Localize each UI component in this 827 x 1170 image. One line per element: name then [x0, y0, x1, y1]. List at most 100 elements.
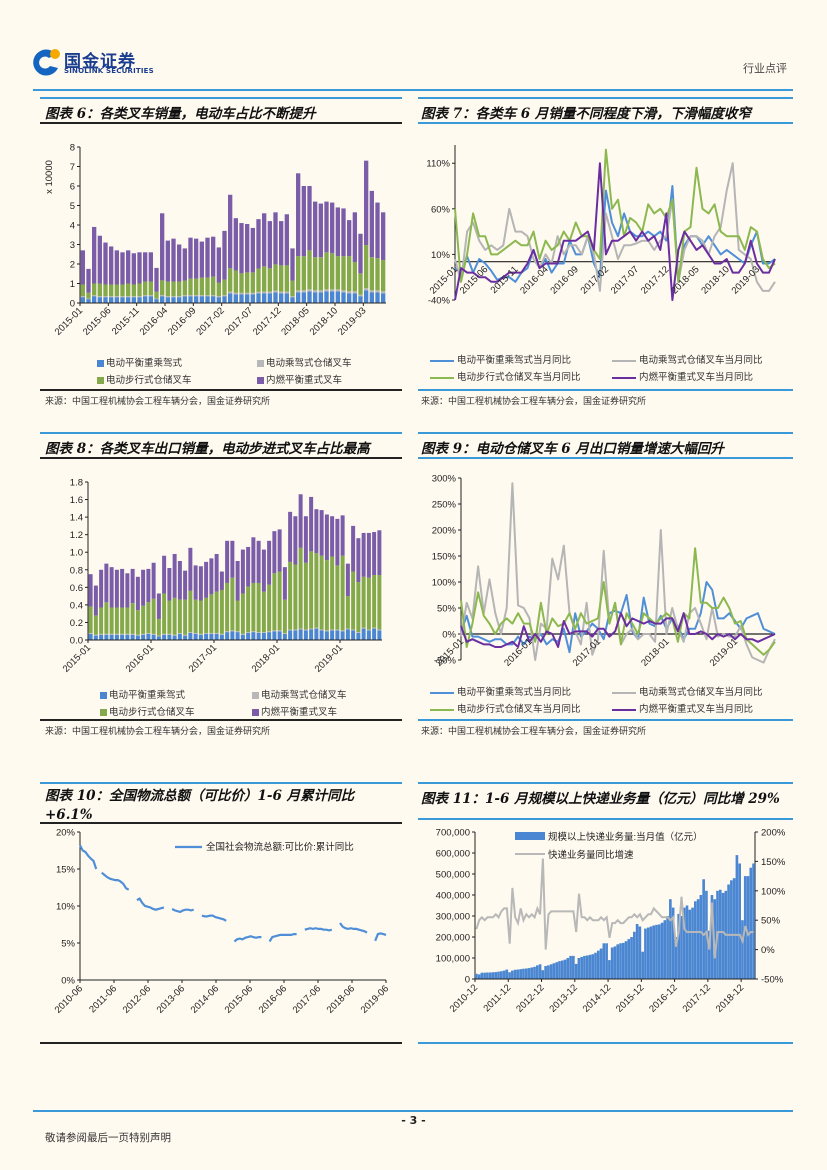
fig8-top-rule [40, 432, 402, 434]
legend-label: 电动步行式仓储叉车当月同比 [457, 704, 581, 715]
bar-segment [256, 219, 261, 269]
bar-segment [250, 294, 255, 303]
bar-segment [282, 633, 287, 640]
bar-segment [267, 584, 272, 632]
bar-segment [256, 540, 261, 583]
bar [677, 913, 681, 979]
bar-segment [345, 628, 350, 630]
bar [547, 965, 550, 979]
bar-segment [92, 226, 97, 284]
bar-segment [198, 634, 203, 640]
bar [480, 972, 484, 979]
bar-segment [282, 567, 287, 600]
x-tick-label: 2017-12 [639, 264, 671, 296]
bar-segment [109, 633, 114, 635]
fig9-legend: 电动平衡重乘驾式当月同比 电动乘驾式仓储叉车当月同比 电动步行式仓储叉车当月同比… [430, 684, 790, 715]
bar [475, 973, 478, 979]
bar-segment [103, 284, 108, 297]
section-tag: 行业点评 [743, 62, 787, 75]
bar-segment [235, 632, 240, 640]
y-tick-label: 200% [761, 828, 786, 839]
bar-segment [298, 629, 303, 640]
fig6-legend: 电动平衡重乘驾式 电动乘驾式仓储叉车 电动步行式仓储叉车 内燃平衡重式叉车 [97, 355, 387, 386]
bar-segment [205, 277, 210, 296]
bar-segment [267, 268, 272, 292]
bar-segment [214, 633, 219, 640]
bar-segment [361, 532, 366, 577]
bar-segment [267, 540, 272, 585]
bar-segment [209, 633, 214, 640]
bar-segment [381, 293, 386, 303]
bar-segment [99, 633, 104, 635]
bar-segment [358, 273, 363, 295]
bar-segment [290, 296, 295, 298]
bar-segment [104, 602, 109, 634]
y-tick-label: 6 [70, 182, 75, 193]
bar-segment [364, 290, 369, 303]
bar-segment [120, 607, 125, 634]
bar-segment [340, 630, 345, 632]
bar-segment [273, 212, 278, 265]
bar-segment [239, 223, 244, 274]
bar [602, 943, 606, 979]
bar-segment [245, 292, 250, 295]
bar-segment [330, 253, 335, 290]
bar [688, 909, 692, 979]
bar-segment [324, 252, 329, 290]
bar-segment [120, 568, 125, 608]
bar-segment [104, 634, 109, 640]
bar [657, 924, 661, 979]
bar-segment [99, 569, 104, 608]
y-tick-label: 60% [431, 204, 451, 215]
bar-segment [172, 597, 177, 635]
bar-segment [216, 296, 221, 298]
x-tick-label: 2015-06 [81, 305, 113, 337]
bar [691, 907, 694, 979]
bar-segment [222, 279, 227, 296]
bar-segment [267, 632, 272, 640]
bar-segment [198, 633, 203, 635]
bar-segment [143, 296, 148, 303]
y-tick-label: 150% [761, 857, 786, 868]
bar-segment [330, 289, 335, 292]
bar-segment [303, 630, 308, 640]
bar-segment [235, 561, 240, 601]
fig10-bottom-rule [40, 1042, 402, 1044]
bar-segment [114, 296, 119, 298]
legend-label: 内燃平衡重式叉车当月同比 [639, 704, 754, 715]
bar-segment [219, 634, 224, 640]
bar-segment [198, 600, 203, 634]
bar-segment [351, 525, 356, 572]
bar-segment [198, 566, 203, 601]
y-tick-label: 0% [61, 976, 75, 987]
bar-segment [369, 292, 374, 303]
bar-segment [296, 256, 301, 291]
x-tick-label: 2014-12 [581, 982, 613, 1014]
bar-segment [261, 549, 266, 592]
bar-segment [156, 636, 161, 640]
bar-segment [131, 297, 136, 303]
x-tick-label: 2014-06 [189, 983, 221, 1015]
legend-swatch-bar [515, 832, 545, 840]
bar-segment [114, 250, 119, 285]
bar-segment [277, 631, 282, 640]
bar-segment [251, 582, 256, 632]
bar-segment [205, 295, 210, 297]
bar-segment [341, 256, 346, 291]
bar-segment [97, 296, 102, 298]
bar-segment [131, 253, 136, 285]
bar-segment [199, 277, 204, 296]
x-tick-label: 2019-01 [313, 642, 345, 674]
x-tick-label: 2017-07 [223, 305, 255, 337]
legend-label: 电动平衡重乘驾式当月同比 [457, 355, 572, 366]
bar-segment [162, 634, 167, 640]
bar [694, 901, 697, 979]
bar-segment [171, 297, 176, 303]
fig11-top-rule [418, 782, 793, 784]
bar-segment [335, 518, 340, 566]
bar-segment [143, 281, 148, 296]
bar-segment [282, 632, 287, 634]
fig8-chart: 0.0 0.2 0.4 0.6 0.8 1.0 1.2 1.4 1.6 1.8 2015-01 201… [61, 478, 382, 675]
bar-segment [230, 577, 235, 631]
fig8-title-rule [40, 457, 402, 459]
